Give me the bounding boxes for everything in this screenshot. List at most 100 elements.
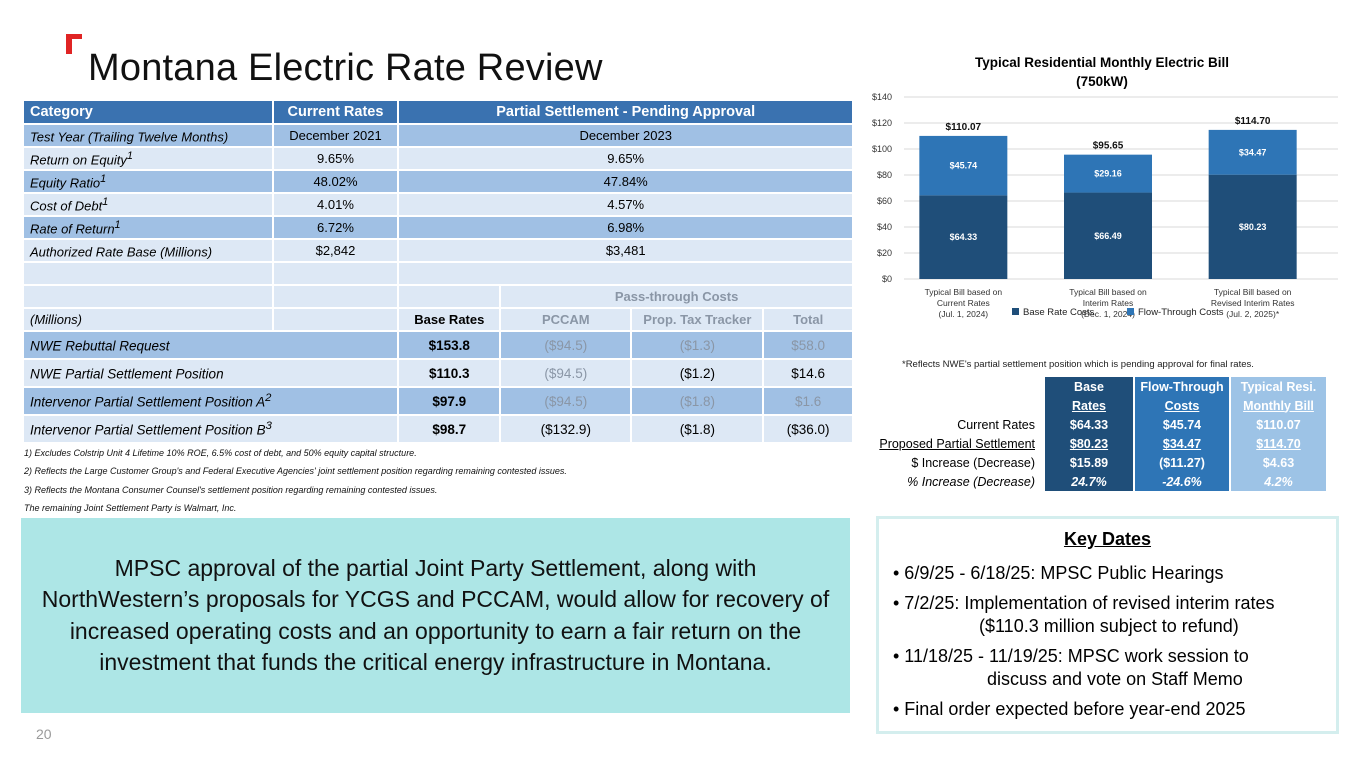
row-settlement: $3,481 <box>397 238 854 263</box>
summary-label: % Increase (Decrease) <box>907 474 1035 489</box>
position-label: Intervenor Partial Settlement Position A… <box>21 386 400 416</box>
position-base: $153.8 <box>397 330 502 360</box>
position-label: NWE Rebuttal Request <box>21 330 400 360</box>
summary-value: $4.63 <box>1229 453 1326 472</box>
y-tick-label: $20 <box>877 248 892 258</box>
table-row: Rate of Return1 6.72% 6.98% <box>22 215 854 240</box>
row-settlement: 4.57% <box>397 192 854 217</box>
key-date-item: • 6/9/25 - 6/18/25: MPSC Public Hearings <box>893 563 1224 583</box>
col-header-current: Current Rates <box>271 99 400 125</box>
summary-value: $45.74 <box>1133 415 1230 434</box>
page-number: 20 <box>36 726 52 742</box>
logo-mark <box>66 34 82 54</box>
y-tick-label: $0 <box>882 274 892 284</box>
x-tick-label: Typical Bill based on <box>1214 287 1292 297</box>
bar-segment <box>919 195 1008 279</box>
bar-segment <box>1064 192 1152 279</box>
summary-row: % Increase (Decrease) 24.7% -24.6% 4.2% <box>866 472 1326 491</box>
summary-value: $114.70 <box>1229 434 1326 453</box>
callout-box: MPSC approval of the partial Joint Party… <box>21 518 850 713</box>
sub-header-tax: Prop. Tax Tracker <box>630 307 765 332</box>
bar-segment <box>1064 154 1152 193</box>
row-current: 4.01% <box>271 192 400 217</box>
x-tick-label: Current Rates <box>937 298 990 308</box>
footnote: The remaining Joint Settlement Party is … <box>24 502 237 513</box>
position-tax: ($1.8) <box>630 414 765 444</box>
summary-label: Current Rates <box>957 417 1035 432</box>
row-label: Equity Ratio1 <box>22 169 274 194</box>
bar-data-label: $66.49 <box>1094 231 1122 241</box>
row-label: Authorized Rate Base (Millions) <box>22 238 274 263</box>
bar-data-label: $29.16 <box>1094 169 1122 179</box>
summary-value: -24.6% <box>1133 472 1230 491</box>
footnote: 2) Reflects the Large Customer Group's a… <box>24 466 567 477</box>
summary-header-row: Base Flow-Through Typical Resi. <box>866 377 1326 396</box>
legend-label: Flow-Through Costs <box>1138 307 1224 318</box>
position-total: $14.6 <box>762 358 854 388</box>
bar-segment <box>1208 129 1297 175</box>
table-row: Cost of Debt1 4.01% 4.57% <box>22 192 854 217</box>
summary-header-flow-2: Costs <box>1133 396 1230 415</box>
y-tick-label: $60 <box>877 196 892 206</box>
position-label: Intervenor Partial Settlement Position B… <box>21 414 400 444</box>
footnote: 1) Excludes Colstrip Unit 4 Lifetime 10%… <box>24 448 417 458</box>
row-settlement: 47.84% <box>397 169 854 194</box>
col-header-category: Category <box>22 99 274 125</box>
key-dates-title: Key Dates <box>1063 529 1152 549</box>
sub-header-pccam: PCCAM <box>499 307 633 332</box>
summary-label: Proposed Partial Settlement <box>879 436 1035 451</box>
bar-data-label: $64.33 <box>950 232 978 242</box>
bar-data-label: $80.23 <box>1239 222 1267 232</box>
table-row: Return on Equity1 9.65% 9.65% <box>22 146 854 171</box>
legend-swatch <box>1127 308 1134 315</box>
position-pccam: ($94.5) <box>499 330 633 360</box>
rates-table: Category Current Rates Partial Settlemen… <box>21 99 854 444</box>
bar-total-label: $114.70 <box>1235 116 1271 127</box>
summary-value: ($11.27) <box>1133 453 1230 472</box>
row-label: Cost of Debt1 <box>22 192 274 217</box>
chart-note: *Reflects NWE's partial settlement posit… <box>902 359 1254 370</box>
callout-text: MPSC approval of the partial Joint Party… <box>41 554 830 676</box>
table-row: NWE Rebuttal Request $153.8 ($94.5) ($1.… <box>21 330 854 360</box>
key-date-item: • Final order expected before year-end 2… <box>893 699 1246 719</box>
sub-header-base: Base Rates <box>397 307 502 332</box>
summary-row: Current Rates $64.33 $45.74 $110.07 <box>866 415 1326 434</box>
summary-header-bill-2: Monthly Bill <box>1229 396 1326 415</box>
x-tick-label: Typical Bill based on <box>925 287 1003 297</box>
y-tick-label: $40 <box>877 222 892 232</box>
summary-value: $110.07 <box>1229 415 1326 434</box>
x-tick-label: (Jul. 1, 2024) <box>939 309 989 319</box>
position-pccam: ($94.5) <box>499 358 633 388</box>
bar-data-label: $45.74 <box>950 161 978 171</box>
row-settlement: December 2023 <box>397 123 854 148</box>
summary-value: $64.33 <box>1043 415 1134 434</box>
footnote: 3) Reflects the Montana Consumer Counsel… <box>24 484 438 495</box>
row-current: 9.65% <box>271 146 400 171</box>
position-tax: ($1.8) <box>630 386 765 416</box>
summary-label: $ Increase (Decrease) <box>911 455 1035 470</box>
table-row: Intervenor Partial Settlement Position A… <box>21 386 854 416</box>
summary-value: 24.7% <box>1043 472 1134 491</box>
bar-total-label: $110.07 <box>946 122 982 133</box>
bill-chart: $0 $20 $40 $60 $80 $100 $120 $140 $64.33 $45.74 $1… <box>872 92 1338 319</box>
x-tick-label: Typical Bill based on <box>1069 287 1147 297</box>
table-row: NWE Partial Settlement Position $110.3 (… <box>21 358 854 388</box>
position-label: NWE Partial Settlement Position <box>21 358 400 388</box>
y-tick-label: $80 <box>877 170 892 180</box>
page-title: Montana Electric Rate Review <box>88 47 603 89</box>
key-dates-box: Key Dates • 6/9/25 - 6/18/25: MPSC Publi… <box>876 516 1339 734</box>
summary-value: $15.89 <box>1043 453 1134 472</box>
legend-swatch <box>1012 308 1019 315</box>
bar-segment <box>1208 174 1297 279</box>
position-total: $58.0 <box>762 330 854 360</box>
summary-header-base-2: Rates <box>1043 396 1134 415</box>
position-base: $97.9 <box>397 386 502 416</box>
table-row: Authorized Rate Base (Millions) $2,842 $… <box>22 238 854 263</box>
millions-label: (Millions) <box>22 307 274 332</box>
row-current: 48.02% <box>271 169 400 194</box>
summary-header-base: Base <box>1043 377 1134 396</box>
table-row: Intervenor Partial Settlement Position B… <box>21 414 854 444</box>
y-tick-label: $140 <box>872 92 892 102</box>
position-pccam: ($94.5) <box>499 386 633 416</box>
spacer-row <box>22 261 854 286</box>
